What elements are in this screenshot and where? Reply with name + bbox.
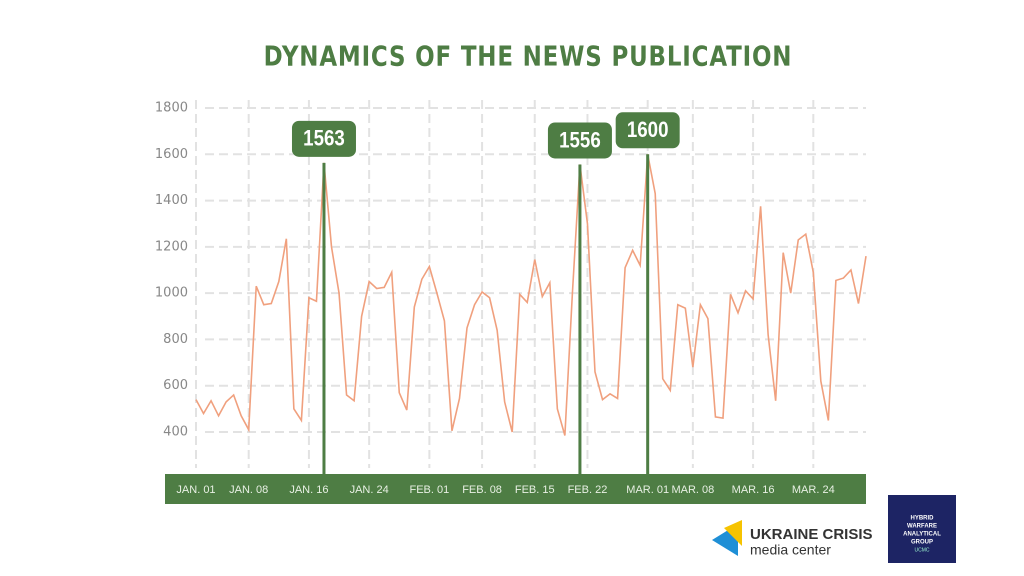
y-tick-label: 1400 bbox=[155, 193, 188, 208]
marks: 1563 1556 1600 bbox=[195, 112, 867, 474]
x-tick-label: JAN. 24 bbox=[350, 484, 389, 496]
x-tick-label: MAR. 01 bbox=[626, 484, 669, 496]
logo-text: HYBRID bbox=[910, 516, 934, 522]
x-tick-label: JAN. 16 bbox=[289, 484, 328, 496]
callout-label: 1556 bbox=[559, 129, 601, 153]
x-tick-label: MAR. 08 bbox=[671, 484, 714, 496]
logo-text: media center bbox=[750, 542, 831, 558]
callout-box bbox=[615, 112, 680, 149]
logo-text: WARFARE bbox=[907, 524, 937, 530]
callout-box bbox=[291, 120, 356, 157]
logo-text: GROUP bbox=[911, 540, 933, 546]
logo-shape bbox=[724, 520, 742, 546]
x-tick-label: JAN. 01 bbox=[176, 484, 215, 496]
y-tick-label: 1800 bbox=[155, 101, 188, 116]
x-tick-label: JAN. 08 bbox=[229, 484, 268, 496]
hwag-logo: HYBRID WARFARE ANALYTICAL GROUP UCMC bbox=[888, 495, 956, 563]
y-tick-label: 1600 bbox=[155, 147, 188, 162]
x-tick-label: FEB. 22 bbox=[568, 484, 608, 496]
x-axis-band bbox=[165, 474, 866, 504]
y-tick-label: 800 bbox=[163, 332, 188, 347]
callout-label: 1600 bbox=[627, 119, 669, 143]
callout-box bbox=[547, 122, 612, 159]
logo-text: ANALYTICAL bbox=[903, 532, 941, 538]
x-tick-label: FEB. 08 bbox=[462, 484, 502, 496]
y-tick-label: 400 bbox=[163, 425, 188, 440]
y-tick-label: 1000 bbox=[155, 286, 188, 301]
logo-text: UKRAINE CRISIS bbox=[750, 526, 873, 543]
y-tick-label: 600 bbox=[163, 378, 188, 393]
x-tick-label: FEB. 15 bbox=[515, 484, 555, 496]
ucmc-logo: UKRAINE CRISIS media center bbox=[712, 520, 873, 558]
logo-text: UCMC bbox=[915, 547, 930, 553]
data-line bbox=[195, 154, 867, 436]
x-tick-label: FEB. 01 bbox=[409, 484, 449, 496]
callout-label: 1563 bbox=[303, 127, 345, 151]
x-tick-label: MAR. 24 bbox=[792, 484, 835, 496]
logo-box bbox=[888, 495, 956, 563]
x-tick-label: MAR. 16 bbox=[732, 484, 775, 496]
y-tick-label: 1200 bbox=[155, 239, 188, 254]
chart-title: DYNAMICS OF THE NEWS PUBLICATION bbox=[264, 41, 793, 74]
